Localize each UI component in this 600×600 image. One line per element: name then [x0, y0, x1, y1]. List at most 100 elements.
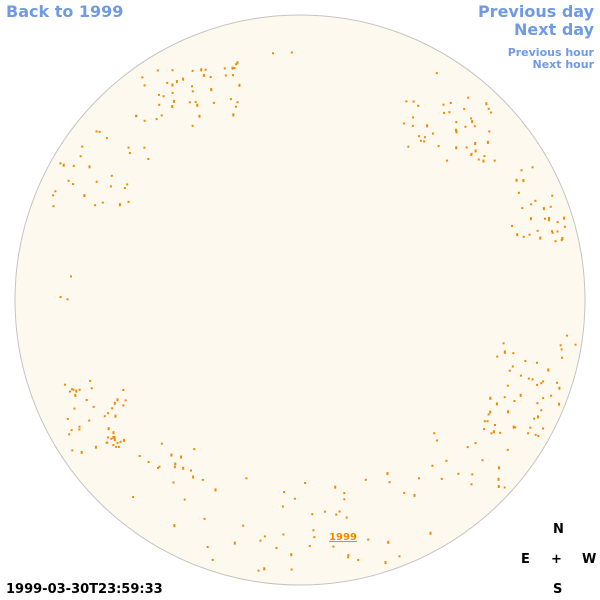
feature-marker [487, 107, 490, 110]
feature-marker [69, 390, 71, 393]
feature-marker [106, 441, 109, 444]
feature-marker [193, 448, 196, 451]
feature-marker [313, 536, 316, 539]
feature-marker [98, 130, 101, 133]
feature-marker [210, 88, 213, 92]
feature-marker [158, 103, 161, 106]
feature-marker [418, 135, 421, 138]
feature-marker [72, 388, 75, 391]
feature-marker [71, 388, 73, 391]
feature-marker [561, 237, 564, 240]
feature-marker [68, 433, 71, 436]
feature-marker [332, 545, 335, 548]
feature-marker [92, 405, 95, 408]
feature-marker [429, 531, 432, 535]
feature-marker [559, 344, 562, 347]
feature-marker [537, 435, 540, 438]
feature-marker [520, 374, 522, 377]
feature-marker [71, 449, 74, 452]
feature-marker [135, 114, 138, 117]
feature-marker [474, 142, 477, 145]
feature-marker [334, 485, 337, 489]
feature-marker [79, 155, 82, 158]
feature-marker [236, 61, 239, 65]
feature-marker [516, 233, 519, 237]
feature-marker [132, 496, 135, 498]
feature-marker [78, 425, 81, 428]
feature-marker [357, 559, 360, 561]
feature-marker [465, 146, 468, 149]
feature-marker [54, 190, 57, 193]
feature-marker [171, 83, 174, 87]
feature-marker [534, 199, 537, 202]
feature-marker [514, 426, 517, 429]
feature-marker [214, 488, 217, 492]
feature-marker [558, 402, 561, 406]
feature-marker [182, 466, 185, 470]
feature-marker [345, 516, 348, 519]
feature-marker [540, 409, 543, 412]
feature-marker [470, 117, 473, 120]
feature-marker [470, 483, 473, 486]
back-to-year-link[interactable]: Back to 1999 [6, 2, 124, 21]
timestamp: 1999-03-30T23:59:33 [6, 582, 163, 597]
feature-marker [411, 124, 414, 127]
feature-marker [511, 225, 513, 227]
feature-marker [471, 473, 474, 476]
feature-marker [412, 116, 414, 119]
feature-marker [263, 535, 266, 538]
feature-marker [180, 455, 183, 459]
feature-marker [466, 446, 469, 449]
feature-marker [446, 159, 449, 162]
feature-marker [78, 428, 81, 431]
feature-marker [95, 130, 98, 133]
next-hour-link[interactable]: Next hour [532, 58, 595, 71]
feature-marker [113, 436, 116, 438]
feature-marker [488, 130, 491, 133]
previous-day-link[interactable]: Previous day [477, 2, 594, 21]
solar-disk [14, 14, 586, 586]
feature-marker [497, 477, 500, 481]
feature-marker [565, 334, 568, 337]
feature-marker [308, 545, 311, 547]
feature-marker [290, 568, 293, 571]
feature-marker [112, 444, 115, 446]
feature-marker [170, 453, 173, 457]
feature-marker [122, 404, 125, 407]
feature-marker [551, 230, 553, 233]
feature-marker [232, 74, 234, 77]
feature-marker [234, 105, 237, 108]
feature-marker [482, 159, 485, 163]
feature-marker [513, 400, 516, 402]
feature-marker [413, 493, 416, 497]
feature-marker [75, 389, 78, 393]
feature-marker [387, 540, 390, 544]
feature-marker [173, 466, 176, 469]
feature-marker [311, 513, 314, 516]
feature-marker [542, 207, 545, 211]
feature-marker [520, 169, 523, 172]
feature-marker [431, 464, 434, 467]
feature-marker [489, 396, 492, 400]
feature-marker [503, 350, 506, 353]
feature-marker [122, 389, 125, 391]
feature-marker [440, 477, 443, 480]
feature-marker [418, 477, 420, 480]
feature-marker [147, 461, 150, 463]
feature-marker [542, 380, 545, 383]
feature-marker [485, 102, 488, 106]
feature-marker [304, 482, 307, 484]
year-label[interactable]: 1999 [329, 532, 357, 543]
feature-marker [551, 194, 554, 197]
feature-marker [257, 569, 260, 572]
feature-marker [492, 430, 495, 434]
feature-marker [94, 445, 97, 449]
feature-marker [283, 491, 285, 494]
next-day-link[interactable]: Next day [514, 20, 594, 39]
previous-hour-link[interactable]: Previous hour [507, 46, 594, 59]
feature-marker [160, 442, 163, 445]
feature-marker [263, 567, 266, 571]
feature-marker [463, 108, 466, 111]
feature-marker [483, 428, 485, 431]
